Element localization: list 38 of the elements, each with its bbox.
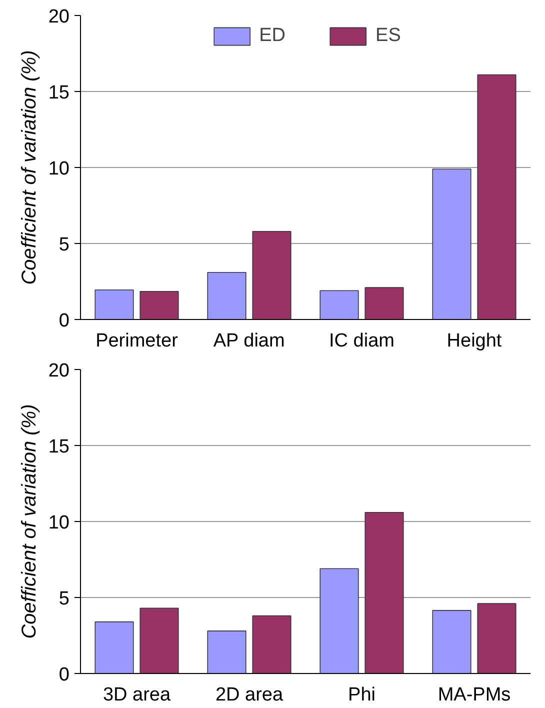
y-tick-label: 5 (58, 588, 70, 610)
y-tick-label: 10 (48, 158, 70, 180)
bar (320, 568, 359, 674)
bar (477, 603, 516, 674)
bar (94, 289, 134, 320)
x-tick-label: Phi (348, 684, 376, 706)
x-tick-label: 3D area (102, 684, 171, 706)
x-tick-label: MA-PMs (438, 684, 511, 706)
x-tick-label: Height (446, 330, 502, 352)
y-tick-label: 15 (48, 436, 70, 458)
y-tick-label: 0 (58, 664, 70, 686)
x-tick-label: Perimeter (96, 330, 179, 352)
y-tick-label: 20 (48, 360, 70, 382)
bar (432, 610, 472, 674)
bar (207, 630, 246, 674)
bar (140, 290, 179, 320)
bar (364, 287, 404, 320)
bar (364, 512, 404, 674)
bar (207, 272, 246, 320)
y-tick-label: 15 (48, 82, 70, 104)
y-tick-label: 5 (58, 234, 70, 256)
bar (432, 168, 472, 320)
legend-label: ED (259, 25, 286, 47)
y-tick-label: 0 (58, 310, 70, 332)
bar (140, 608, 179, 674)
x-tick-label: AP diam (213, 330, 285, 352)
y-axis-title: Coefficient of variation (%) (18, 404, 40, 639)
bar (320, 290, 359, 320)
y-tick-label: 20 (48, 6, 70, 28)
bar (252, 230, 292, 320)
bar (477, 74, 516, 320)
bar (252, 615, 292, 674)
legend-label: ES (376, 25, 401, 47)
x-tick-label: 2D area (215, 684, 284, 706)
y-axis-title: Coefficient of variation (%) (18, 50, 40, 285)
y-tick-label: 10 (48, 512, 70, 534)
x-tick-label: IC diam (329, 330, 394, 352)
bar (94, 621, 134, 674)
